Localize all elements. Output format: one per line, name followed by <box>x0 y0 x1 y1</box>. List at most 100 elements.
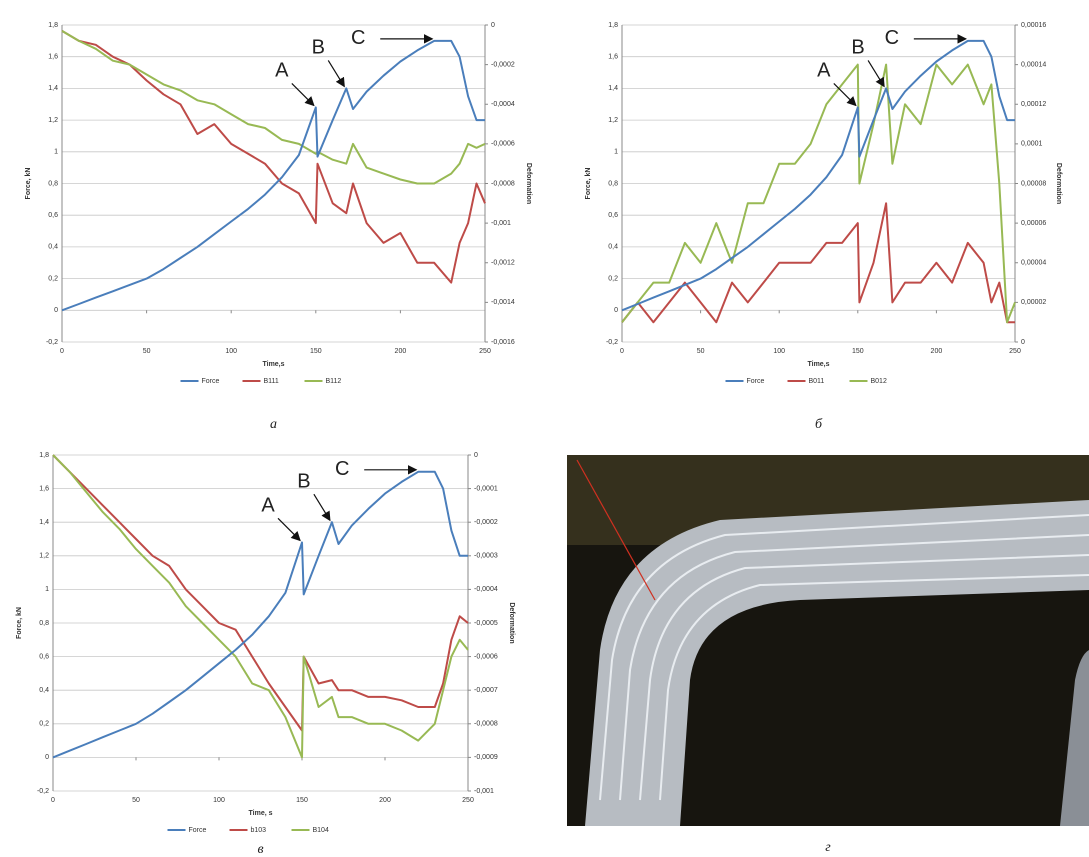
y2-tick-label: -0,0008 <box>474 721 498 728</box>
y2-tick-label: 0,00016 <box>1021 22 1046 29</box>
annotation: C <box>335 458 349 480</box>
x-tick-label: 200 <box>931 348 943 355</box>
legend-label: B112 <box>326 378 342 385</box>
y2-tick-label: -0,0006 <box>491 141 515 148</box>
y2-tick-label: 0,00012 <box>1021 101 1046 108</box>
annotation-arrow <box>834 83 856 105</box>
y2-tick-label: -0,0012 <box>491 260 515 267</box>
y-tick-label: 1 <box>54 149 58 156</box>
annotation-arrow <box>314 494 330 520</box>
y2-axis-label: Deformation <box>525 163 532 204</box>
x-tick-label: 250 <box>1009 348 1021 355</box>
y-tick-label: 0,8 <box>39 620 49 627</box>
y-tick-label: -0,2 <box>606 339 618 346</box>
y-tick-label: 0,2 <box>608 275 618 282</box>
y-tick-label: 0,6 <box>39 653 49 660</box>
y2-tick-label: -0,001 <box>491 220 511 227</box>
series-line <box>62 41 485 310</box>
y-axis-label: Force, kN <box>25 168 32 200</box>
y2-tick-label: -0,001 <box>474 788 494 795</box>
y-tick-label: 1,4 <box>608 85 618 92</box>
annotation-arrow <box>292 83 314 105</box>
x-tick-label: 100 <box>225 348 237 355</box>
y2-tick-label: 0,0001 <box>1021 141 1043 148</box>
y-tick-label: 1,4 <box>48 85 58 92</box>
annotation: A <box>275 60 289 82</box>
y-tick-label: 1,6 <box>39 485 49 492</box>
legend-label: Force <box>747 378 765 385</box>
y-tick-label: 1,8 <box>608 22 618 29</box>
y-tick-label: 1,6 <box>48 54 58 61</box>
annotation-arrow <box>278 518 300 540</box>
legend-label: b103 <box>251 827 267 834</box>
caption: б <box>815 417 823 432</box>
x-tick-label: 0 <box>620 348 624 355</box>
series-line <box>62 31 485 184</box>
y2-tick-label: -0,0003 <box>474 553 498 560</box>
x-tick-label: 0 <box>51 797 55 804</box>
caption: в <box>257 842 263 857</box>
x-tick-label: 250 <box>479 348 491 355</box>
legend-label: B104 <box>313 827 329 834</box>
y2-tick-label: -0,0014 <box>491 299 515 306</box>
annotation: B <box>312 37 325 59</box>
legend-label: B111 <box>264 378 279 385</box>
y-tick-label: 0,4 <box>48 244 58 251</box>
annotation: C <box>351 27 365 49</box>
y-tick-label: -0,2 <box>37 788 49 795</box>
x-tick-label: 250 <box>462 797 474 804</box>
y-tick-label: 0,2 <box>48 275 58 282</box>
y2-tick-label: -0,0016 <box>491 339 515 346</box>
y-tick-label: 0 <box>54 307 58 314</box>
y-tick-label: 0,8 <box>608 180 618 187</box>
annotation: A <box>817 60 831 82</box>
x-tick-label: 50 <box>697 348 705 355</box>
series-line <box>62 31 485 283</box>
y-tick-label: 0,6 <box>48 212 58 219</box>
y2-tick-label: -0,0007 <box>474 687 498 694</box>
annotation-arrow <box>868 60 884 86</box>
y2-tick-label: -0,0004 <box>491 101 515 108</box>
y2-tick-label: 0,00006 <box>1021 220 1046 227</box>
x-tick-label: 100 <box>213 797 225 804</box>
y-tick-label: 1,2 <box>39 553 49 560</box>
y2-tick-label: 0,00004 <box>1021 260 1046 267</box>
y-tick-label: 1,4 <box>39 519 49 526</box>
annotation-arrow <box>328 60 344 86</box>
y2-tick-label: 0 <box>474 452 478 459</box>
y-tick-label: 0 <box>614 307 618 314</box>
y2-tick-label: -0,0005 <box>474 620 498 627</box>
y-tick-label: 0,4 <box>39 687 49 694</box>
y2-tick-label: -0,0008 <box>491 180 515 187</box>
x-tick-label: 100 <box>773 348 785 355</box>
y-tick-label: 1 <box>45 586 49 593</box>
y-tick-label: 1,2 <box>608 117 618 124</box>
legend-label: Force <box>189 827 207 834</box>
figure: г -0,200,20,40,60,811,21,41,61,8-0,0016-… <box>0 0 1089 857</box>
x-tick-label: 150 <box>310 348 322 355</box>
x-tick-label: 50 <box>143 348 151 355</box>
y-tick-label: 1,8 <box>48 22 58 29</box>
y2-tick-label: -0,0002 <box>491 61 515 68</box>
x-tick-label: 50 <box>132 797 140 804</box>
series-line <box>622 203 1015 322</box>
y2-axis-label: Deformation <box>1055 163 1062 204</box>
y2-tick-label: -0,0006 <box>474 653 498 660</box>
y-tick-label: -0,2 <box>46 339 58 346</box>
legend-label: Force <box>202 378 220 385</box>
x-tick-label: 150 <box>296 797 308 804</box>
y-tick-label: 1,2 <box>48 117 58 124</box>
legend-label: B012 <box>871 378 887 385</box>
y-axis-label: Force, kN <box>585 168 592 200</box>
y2-tick-label: 0,00002 <box>1021 299 1046 306</box>
y-tick-label: 1,8 <box>39 452 49 459</box>
caption: а <box>270 417 277 432</box>
y-tick-label: 1,6 <box>608 54 618 61</box>
annotation: A <box>261 495 275 517</box>
x-axis-label: Time, s <box>249 810 273 817</box>
y-tick-label: 0 <box>45 754 49 761</box>
y2-tick-label: 0 <box>491 22 495 29</box>
y-tick-label: 0,8 <box>48 180 58 187</box>
x-tick-label: 200 <box>395 348 407 355</box>
x-tick-label: 150 <box>852 348 864 355</box>
